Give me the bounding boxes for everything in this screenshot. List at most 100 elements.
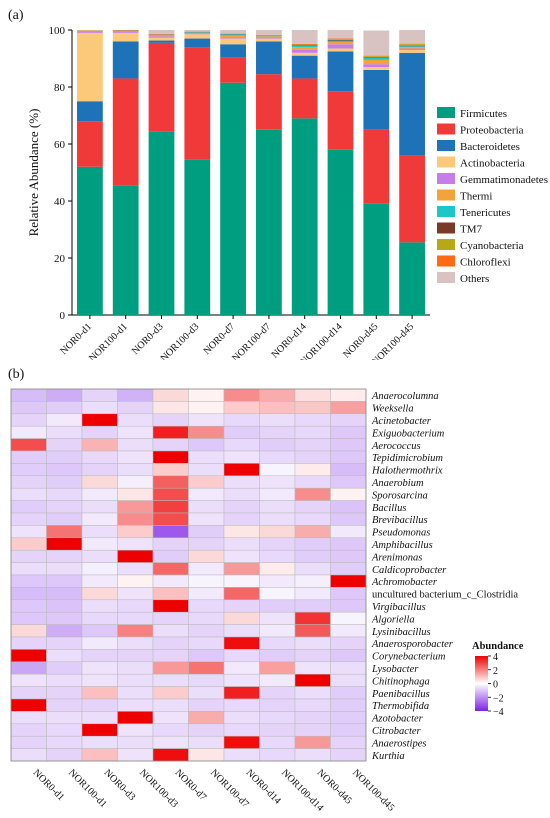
bar-segment bbox=[220, 30, 246, 34]
heatmap-cell bbox=[294, 574, 331, 588]
heatmap-cell bbox=[330, 574, 367, 588]
bar-segment bbox=[327, 44, 354, 49]
bar-segment bbox=[184, 30, 211, 32]
heatmap-cell bbox=[259, 723, 296, 737]
bar-segment bbox=[327, 91, 354, 150]
heatmap-cell bbox=[259, 711, 296, 725]
heatmap-cell bbox=[10, 686, 47, 700]
column-label: NOR0-d1 bbox=[31, 767, 67, 803]
heatmap-cell bbox=[152, 711, 189, 725]
heatmap-cell bbox=[294, 388, 331, 402]
heatmap-cell bbox=[223, 388, 260, 402]
heatmap-cell bbox=[46, 599, 83, 613]
bar-segment bbox=[291, 30, 318, 44]
heatmap-cell bbox=[152, 599, 189, 613]
legend-swatch bbox=[437, 123, 455, 135]
heatmap-cell bbox=[259, 649, 296, 663]
heatmap-cell bbox=[46, 438, 83, 452]
heatmap-cell bbox=[259, 735, 296, 749]
bar-segment bbox=[399, 44, 425, 46]
heatmap-cell bbox=[81, 475, 118, 489]
bar-segment bbox=[399, 46, 425, 48]
heatmap-cell bbox=[152, 438, 189, 452]
heatmap-cell bbox=[81, 649, 118, 663]
y-tick-label: 40 bbox=[54, 196, 66, 208]
heatmap-cell bbox=[152, 425, 189, 439]
heatmap-cell bbox=[117, 388, 154, 402]
bar-segment bbox=[112, 31, 139, 33]
heatmap-cell bbox=[117, 425, 154, 439]
bar-segment bbox=[399, 43, 425, 45]
heatmap-cell bbox=[330, 388, 367, 402]
legend-label: TM7 bbox=[460, 224, 483, 236]
heatmap-cell bbox=[10, 549, 47, 563]
heatmap-cell bbox=[81, 549, 118, 563]
heatmap-cell bbox=[188, 624, 225, 638]
bar-segment bbox=[184, 47, 211, 160]
heatmap-cell bbox=[294, 673, 331, 687]
heatmap-cell bbox=[188, 748, 225, 762]
heatmap-cell bbox=[152, 698, 189, 712]
bar-segment bbox=[256, 36, 282, 38]
row-label: Lysobacter bbox=[371, 664, 419, 675]
colorbar-tick-label: 4 bbox=[493, 652, 498, 663]
bar-segment bbox=[327, 38, 354, 40]
heatmap-cell bbox=[259, 587, 296, 601]
heatmap-cell bbox=[330, 611, 367, 625]
y-tick-label: 0 bbox=[60, 310, 66, 322]
heatmap-cell bbox=[259, 425, 296, 439]
heatmap-cell bbox=[330, 711, 367, 725]
heatmap-cell bbox=[223, 500, 260, 514]
heatmap-cell bbox=[294, 438, 331, 452]
legend-label: Chloroflexi bbox=[460, 257, 511, 269]
bar-segment bbox=[399, 47, 425, 49]
bar-segment bbox=[220, 34, 246, 36]
heatmap-cell bbox=[81, 587, 118, 601]
heatmap-cell bbox=[223, 686, 260, 700]
heatmap-cell bbox=[259, 549, 296, 563]
legend-swatch bbox=[437, 156, 455, 168]
heatmap-cell bbox=[259, 574, 296, 588]
heatmap-cell bbox=[294, 723, 331, 737]
heatmap-cell bbox=[152, 574, 189, 588]
bar-segment bbox=[327, 51, 354, 92]
heatmap-cell bbox=[46, 562, 83, 576]
heatmap-cell bbox=[117, 649, 154, 663]
bar-segment bbox=[291, 44, 318, 46]
heatmap-cell bbox=[330, 599, 367, 613]
heatmap-cell bbox=[81, 401, 118, 415]
heatmap-cell bbox=[117, 636, 154, 650]
legend-swatch bbox=[437, 107, 455, 118]
heatmap-cell bbox=[10, 673, 47, 687]
heatmap-cell bbox=[46, 748, 83, 762]
heatmap-cell bbox=[81, 673, 118, 687]
bar-segment bbox=[363, 64, 390, 68]
heatmap-cell bbox=[46, 686, 83, 700]
heatmap-cell bbox=[81, 636, 118, 650]
heatmap-cell bbox=[10, 649, 47, 663]
heatmap-cell bbox=[259, 388, 296, 402]
heatmap-cell bbox=[10, 388, 47, 402]
heatmap-cell bbox=[152, 475, 189, 489]
heatmap-cell bbox=[117, 624, 154, 638]
heatmap-cell bbox=[152, 624, 189, 638]
x-tick-label: NOR100-d7 bbox=[230, 321, 273, 360]
stacked-bar-chart: 0 20 40 60 80 100 Relative Abundance (%) NOR0-d… bbox=[26, 25, 548, 360]
heatmap-cell bbox=[188, 661, 225, 675]
heatmap-cell bbox=[259, 537, 296, 551]
heatmap-cell bbox=[259, 500, 296, 514]
bar-segment bbox=[363, 57, 390, 60]
heatmap-cell bbox=[223, 525, 260, 539]
bar-segment bbox=[112, 78, 139, 186]
bar-segment bbox=[363, 55, 390, 57]
heatmap-cell bbox=[330, 686, 367, 700]
heatmap-cell bbox=[188, 599, 225, 613]
y-tick-label: 100 bbox=[49, 25, 66, 37]
heatmap-cell bbox=[152, 611, 189, 625]
heatmap-cell bbox=[10, 711, 47, 725]
heatmap-cell bbox=[81, 686, 118, 700]
heatmap-cell bbox=[81, 599, 118, 613]
heatmap-cell bbox=[117, 723, 154, 737]
heatmap-cell bbox=[152, 661, 189, 675]
heatmap-cell bbox=[152, 587, 189, 601]
